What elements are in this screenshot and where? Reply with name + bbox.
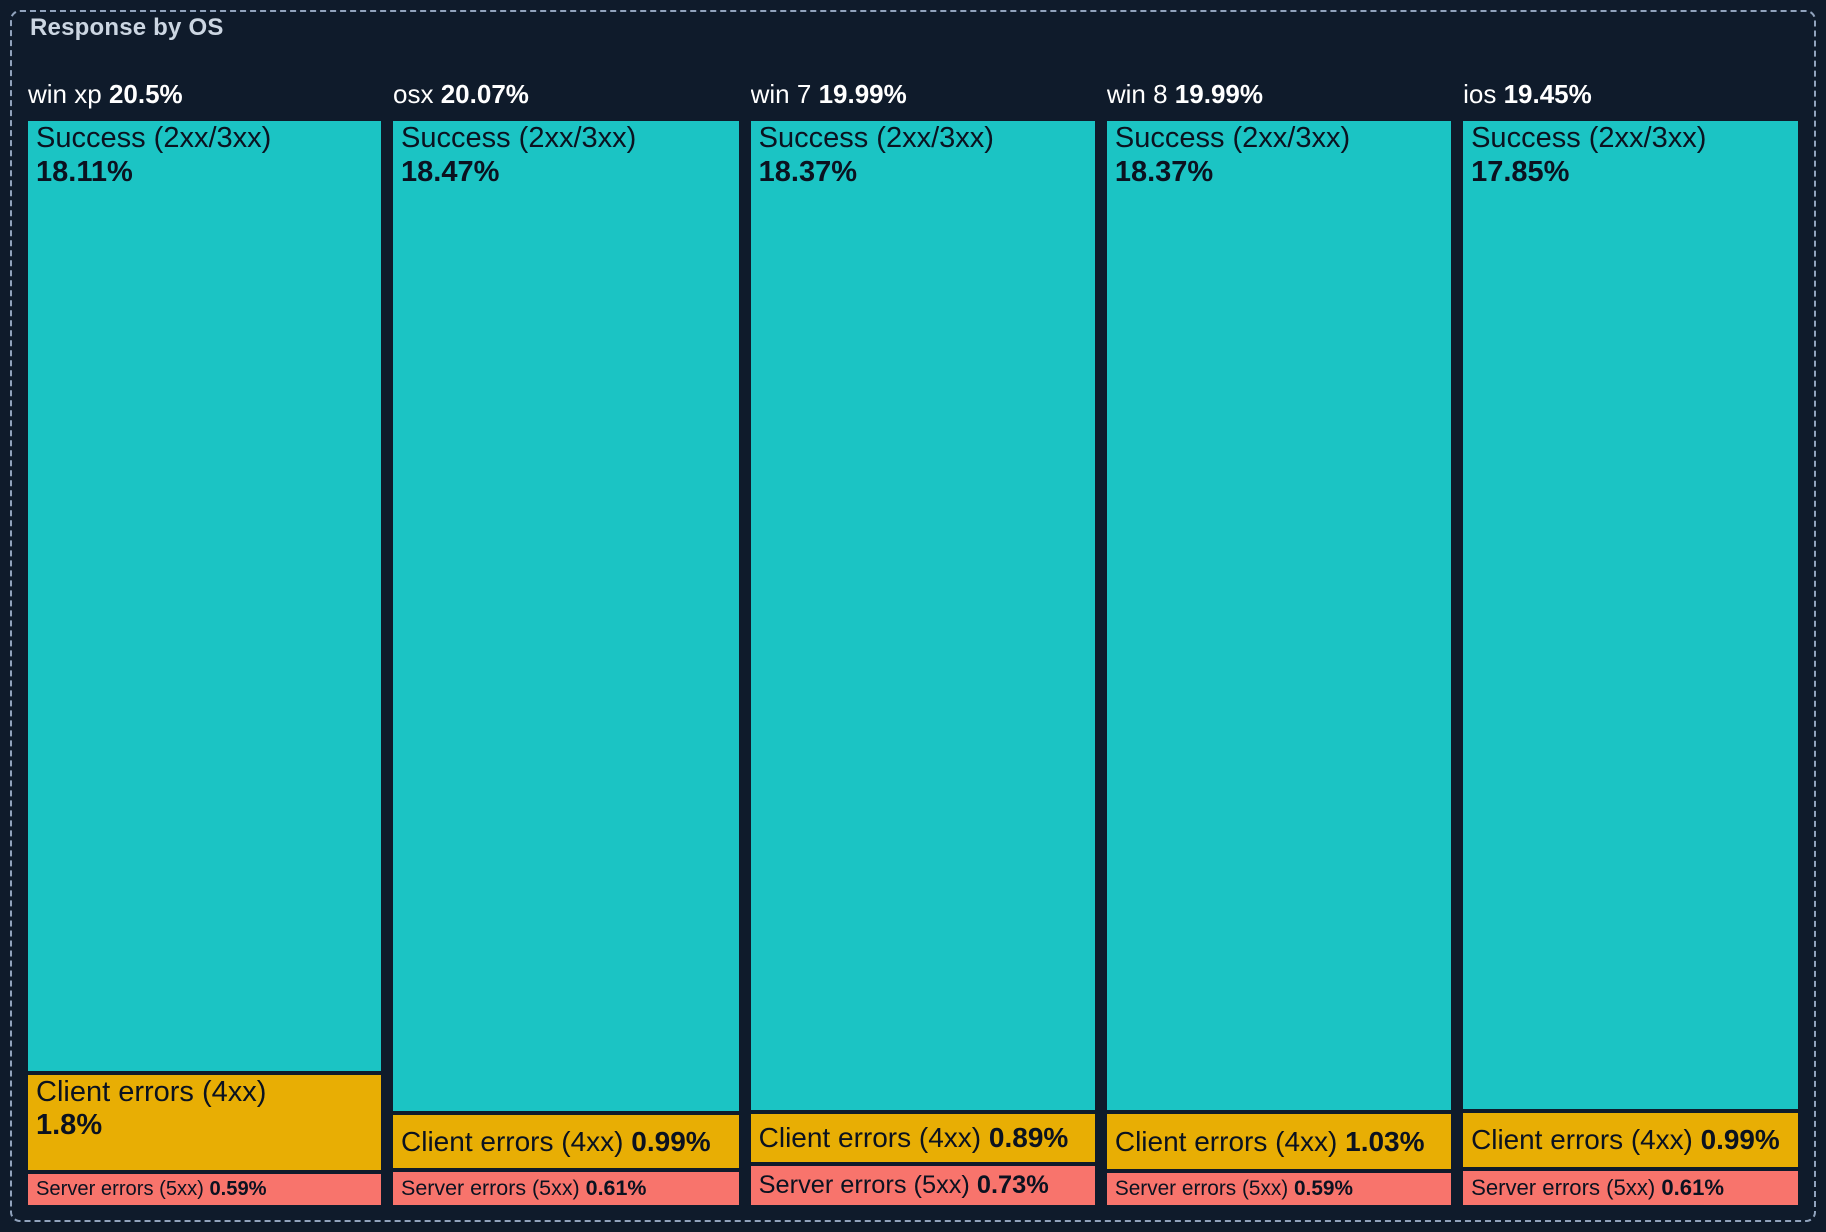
treemap-column-win-8: win 8 19.99% Success (2xx/3xx) 18.37% Clien… (1106, 58, 1452, 1205)
segment-name: Success (2xx/3xx) (401, 122, 637, 154)
column-name: ios (1463, 79, 1497, 109)
panel-title: Response by OS (30, 14, 224, 41)
segment-value: 18.11% (36, 155, 133, 188)
treemap-segment-server_errors[interactable]: Server errors (5xx) 0.59% (28, 1174, 382, 1205)
segment-value: 0.59% (1293, 1176, 1353, 1200)
column-label: win 7 19.99% (751, 58, 1095, 121)
column-total: 19.99% (1174, 79, 1263, 109)
column-body: Success (2xx/3xx) 18.11% Client errors (4x… (28, 121, 382, 1205)
segment-name: Success (2xx/3xx) (36, 122, 272, 154)
treemap-segment-success[interactable]: Success (2xx/3xx) 18.11% (28, 121, 382, 1071)
segment-value: 0.99% (631, 1125, 711, 1157)
treemap-segment-client_errors[interactable]: Client errors (4xx) 0.89% (750, 1113, 1095, 1162)
column-label: ios 19.45% (1463, 58, 1798, 121)
column-body: Success (2xx/3xx) 18.37% Client errors (4x… (1106, 121, 1452, 1205)
treemap-column-win-xp: win xp 20.5% Success (2xx/3xx) 18.11% Clien… (28, 58, 382, 1205)
segment-value: 0.89% (988, 1121, 1069, 1153)
treemap-chart: win xp 20.5% Success (2xx/3xx) 18.11% Clien… (28, 58, 1799, 1205)
column-name: win 8 (1106, 79, 1168, 109)
column-body: Success (2xx/3xx) 18.47% Client errors (4x… (393, 121, 739, 1205)
segment-name: Server errors (5xx) (1114, 1176, 1289, 1200)
segment-value: 17.85% (1471, 155, 1570, 188)
treemap-segment-server_errors[interactable]: Server errors (5xx) 0.73% (750, 1165, 1095, 1205)
treemap-segment-success[interactable]: Success (2xx/3xx) 18.47% (393, 121, 739, 1112)
column-label: win xp 20.5% (28, 58, 381, 121)
treemap-column-ios: ios 19.45% Success (2xx/3xx) 17.85% Client … (1463, 58, 1799, 1205)
treemap-segment-client_errors[interactable]: Client errors (4xx) 0.99% (393, 1115, 739, 1169)
segment-name: Server errors (5xx) (1471, 1175, 1656, 1201)
segment-value: 18.47% (401, 155, 500, 188)
column-name: win xp (28, 79, 102, 109)
treemap-segment-client_errors[interactable]: Client errors (4xx) 1.8% (28, 1074, 382, 1171)
segment-name: Client errors (4xx) (1471, 1123, 1693, 1155)
segment-name: Server errors (5xx) (401, 1175, 580, 1200)
treemap-segment-success[interactable]: Success (2xx/3xx) 18.37% (750, 121, 1095, 1110)
segment-value: 0.59% (209, 1178, 267, 1201)
column-label: osx 20.07% (393, 58, 739, 121)
segment-value: 1.8% (36, 1109, 103, 1142)
segment-value: 18.37% (1114, 155, 1214, 188)
segment-name: Client errors (4xx) (401, 1125, 624, 1157)
treemap-segment-server_errors[interactable]: Server errors (5xx) 0.61% (393, 1172, 739, 1205)
treemap-segment-server_errors[interactable]: Server errors (5xx) 0.61% (1463, 1171, 1799, 1205)
treemap-segment-server_errors[interactable]: Server errors (5xx) 0.59% (1106, 1173, 1452, 1205)
segment-name: Success (2xx/3xx) (1471, 122, 1707, 154)
column-body: Success (2xx/3xx) 17.85% Client errors (4x… (1463, 121, 1799, 1205)
segment-value: 18.37% (758, 155, 857, 188)
treemap-segment-success[interactable]: Success (2xx/3xx) 17.85% (1463, 121, 1799, 1109)
segment-value: 0.99% (1700, 1123, 1780, 1155)
column-name: osx (393, 79, 434, 109)
segment-name: Client errors (4xx) (36, 1075, 267, 1108)
column-label: win 8 19.99% (1107, 58, 1451, 121)
column-name: win 7 (750, 79, 812, 109)
treemap-segment-client_errors[interactable]: Client errors (4xx) 0.99% (1463, 1112, 1799, 1168)
segment-name: Server errors (5xx) (758, 1170, 970, 1199)
segment-name: Success (2xx/3xx) (1114, 122, 1351, 154)
segment-name: Success (2xx/3xx) (758, 122, 994, 154)
segment-value: 1.03% (1345, 1125, 1425, 1157)
treemap-segment-success[interactable]: Success (2xx/3xx) 18.37% (1106, 121, 1452, 1110)
column-total: 20.07% (440, 79, 529, 109)
treemap-segment-client_errors[interactable]: Client errors (4xx) 1.03% (1106, 1113, 1452, 1170)
segment-value: 0.61% (1661, 1175, 1725, 1201)
column-total: 19.45% (1503, 79, 1592, 109)
column-total: 20.5% (108, 79, 183, 109)
segment-value: 0.61% (585, 1175, 647, 1200)
segment-value: 0.73% (976, 1170, 1049, 1199)
column-body: Success (2xx/3xx) 18.37% Client errors (4x… (750, 121, 1095, 1205)
segment-name: Client errors (4xx) (1114, 1125, 1338, 1157)
column-total: 19.99% (818, 79, 907, 109)
treemap-column-win-7: win 7 19.99% Success (2xx/3xx) 18.37% Clien… (750, 58, 1095, 1205)
segment-name: Client errors (4xx) (758, 1121, 982, 1153)
segment-name: Server errors (5xx) (36, 1178, 204, 1201)
treemap-column-osx: osx 20.07% Success (2xx/3xx) 18.47% Client … (393, 58, 739, 1205)
